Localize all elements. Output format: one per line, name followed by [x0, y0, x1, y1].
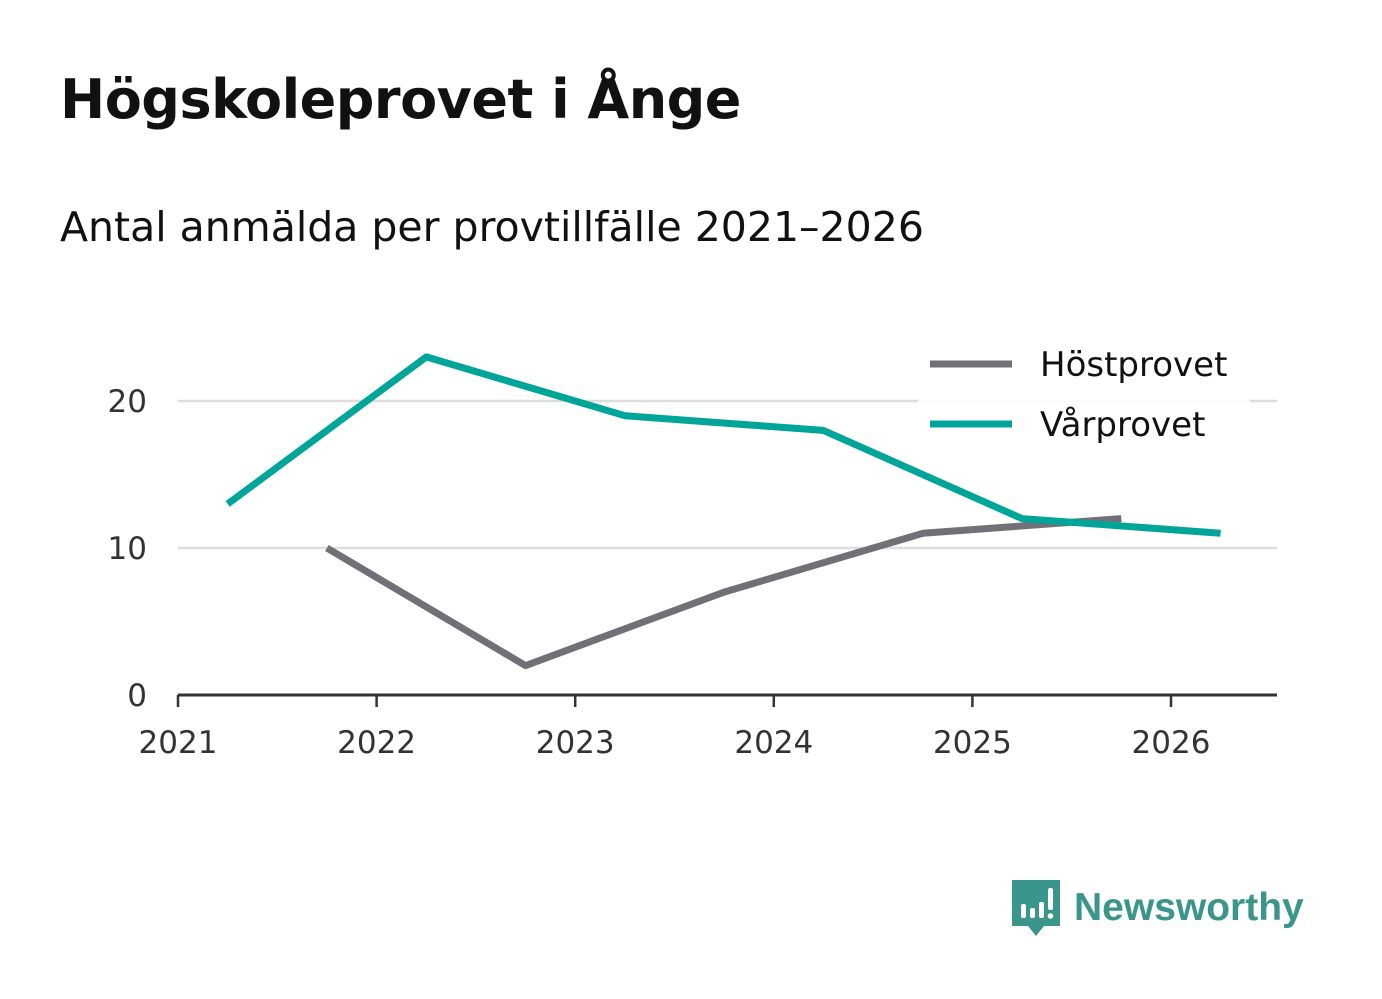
x-tick-label-2025: 2025	[933, 725, 1012, 761]
y-tick-label-0: 0	[127, 678, 147, 714]
chart-subtitle: Antal anmälda per provtillfälle 2021–202…	[60, 203, 924, 251]
brand-name: Newsworthy	[1074, 886, 1304, 929]
x-tick-label-2024: 2024	[734, 725, 813, 761]
x-tick-label-2026: 2026	[1132, 725, 1211, 761]
brand-logo: Newsworthy	[1010, 878, 1304, 938]
chart-title: Högskoleprovet i Ånge	[60, 68, 741, 131]
series-lines	[225, 353, 1221, 670]
x-axis: 2021 2022 2023 2024 2025 2026	[139, 693, 1277, 761]
series-line-varprovet	[225, 353, 1221, 537]
legend-label-varprovet: Vårprovet	[1040, 405, 1205, 445]
legend-label-hostprovet: Höstprovet	[1040, 345, 1227, 385]
legend-background	[918, 340, 1250, 400]
x-tick-label-2021: 2021	[139, 725, 218, 761]
x-tick-label-2022: 2022	[337, 725, 416, 761]
newsworthy-logo-icon	[1012, 880, 1060, 936]
legend-background-2	[918, 400, 1250, 460]
line-chart: 0 10 20 2021 2022 2023 2024 2025 2026 Höstprove…	[107, 340, 1277, 761]
y-tick-label-20: 20	[108, 384, 147, 420]
y-tick-label-10: 10	[108, 531, 147, 567]
legend: Höstprovet Vårprovet	[918, 340, 1250, 460]
y-axis-ticks: 0 10 20	[108, 384, 147, 714]
x-tick-label-2023: 2023	[536, 725, 615, 761]
